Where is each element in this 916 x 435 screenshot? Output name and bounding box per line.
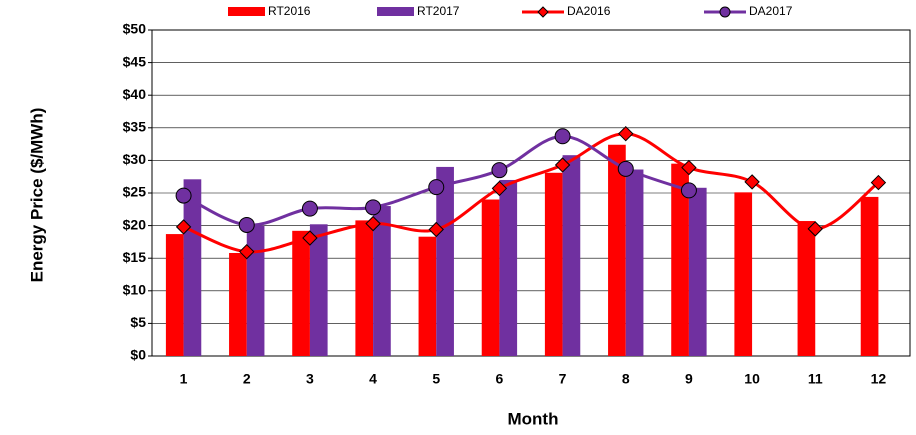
y-tick-label: $25 [123, 184, 147, 200]
y-tick-label: $45 [123, 53, 147, 69]
line-marker [175, 187, 192, 204]
plot-frame [151, 29, 911, 357]
line-marker [175, 219, 192, 235]
legend-label: DA2016 [567, 4, 611, 18]
y-tick-label: $30 [123, 151, 147, 167]
x-tick-label: 10 [744, 371, 760, 387]
bar [860, 196, 879, 356]
x-tick-label: 1 [180, 371, 188, 387]
legend-label: RT2017 [417, 4, 460, 18]
bar [562, 155, 581, 356]
legend-label: RT2016 [268, 4, 311, 18]
bar [688, 187, 707, 356]
line-marker [302, 230, 318, 246]
y-tick-label: $40 [123, 86, 147, 102]
line-marker [365, 199, 382, 216]
bar [373, 206, 391, 356]
legend-label: DA2017 [749, 4, 793, 18]
bar [481, 199, 500, 356]
line-marker [491, 180, 508, 197]
line-marker [491, 162, 508, 179]
y-tick-label: $10 [123, 282, 147, 298]
x-tick-label: 8 [622, 371, 630, 387]
y-axis-title: Energy Price ($/MWh) [27, 108, 46, 283]
x-tick-label: 7 [559, 371, 567, 387]
y-tick-label: $15 [123, 249, 147, 265]
y-tick-label: $35 [123, 119, 147, 135]
legend-marker [719, 6, 731, 18]
y-tick-label: $0 [130, 347, 146, 363]
y-tick-label: $50 [123, 21, 147, 37]
bar [734, 192, 753, 356]
bar [608, 144, 626, 356]
bar [499, 179, 518, 356]
bar [418, 236, 437, 356]
bar [625, 169, 644, 356]
bar [544, 172, 563, 356]
bar [229, 252, 247, 356]
line-marker [554, 157, 571, 173]
bar [797, 221, 816, 356]
line-marker [618, 125, 634, 142]
line-marker [680, 182, 697, 199]
bar [183, 179, 202, 356]
line-marker [681, 159, 697, 176]
line-marker [428, 179, 445, 196]
line-marker [428, 221, 444, 238]
y-tick-label: $5 [130, 314, 146, 330]
x-tick-label: 9 [685, 371, 693, 387]
bar [671, 163, 689, 356]
line-marker [617, 160, 634, 177]
bar [165, 234, 184, 356]
legend-swatch [377, 7, 414, 16]
line-marker [239, 243, 255, 260]
bar [292, 230, 310, 356]
x-tick-label: 6 [496, 371, 504, 387]
bar [355, 220, 374, 356]
x-tick-label: 4 [369, 371, 377, 387]
bar [309, 224, 328, 356]
line-marker [744, 174, 760, 190]
legend-swatch [228, 7, 265, 16]
y-tick-label: $20 [123, 216, 147, 232]
line-marker [238, 216, 255, 233]
line-marker [301, 200, 318, 217]
x-tick-label: 2 [243, 371, 251, 387]
bar [246, 225, 265, 356]
line-marker [807, 221, 823, 237]
line-marker [365, 215, 381, 232]
x-tick-label: 5 [432, 371, 440, 387]
line-marker [554, 128, 571, 145]
line-marker [870, 174, 887, 191]
x-tick-label: 11 [808, 371, 823, 387]
bar [436, 166, 454, 356]
legend-marker [537, 6, 549, 18]
x-axis-title: Month [508, 409, 559, 428]
x-tick-label: 3 [306, 371, 314, 387]
x-tick-label: 12 [871, 371, 887, 387]
